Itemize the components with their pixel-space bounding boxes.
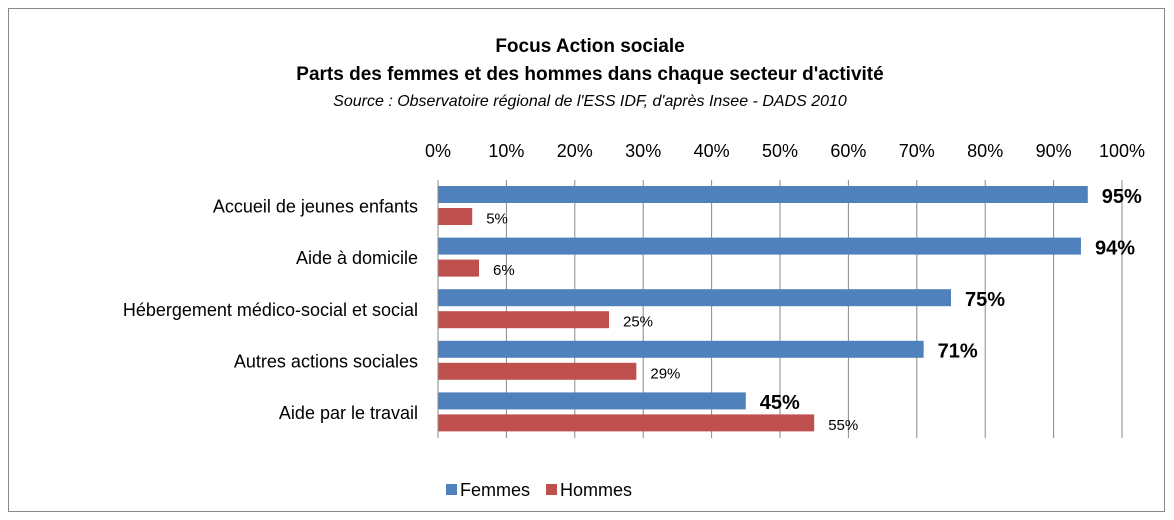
bar bbox=[438, 392, 746, 410]
bar bbox=[438, 237, 1081, 255]
data-label: 55% bbox=[828, 417, 858, 434]
x-tick-label: 50% bbox=[762, 141, 798, 161]
bar bbox=[438, 362, 637, 380]
data-label: 94% bbox=[1095, 237, 1135, 259]
x-tick-label: 100% bbox=[1099, 141, 1145, 161]
y-tick-label: Aide à domicile bbox=[296, 248, 418, 268]
bar bbox=[438, 259, 480, 277]
y-tick-label: Hébergement médico-social et social bbox=[123, 300, 418, 320]
x-tick-label: 0% bbox=[425, 141, 451, 161]
y-tick-label: Accueil de jeunes enfants bbox=[213, 197, 418, 217]
chart-source: Source : Observatoire régional de l'ESS … bbox=[333, 93, 847, 110]
x-tick-label: 40% bbox=[694, 141, 730, 161]
x-tick-label: 80% bbox=[967, 141, 1003, 161]
bar bbox=[438, 414, 815, 432]
x-tick-label: 60% bbox=[830, 141, 866, 161]
data-label: 5% bbox=[486, 210, 508, 227]
y-tick-label: Autres actions sociales bbox=[234, 351, 418, 371]
legend-label: Hommes bbox=[560, 480, 632, 500]
data-label: 25% bbox=[623, 314, 653, 331]
y-tick-label: Aide par le travail bbox=[279, 403, 418, 423]
bar bbox=[438, 186, 1088, 203]
x-tick-label: 20% bbox=[557, 141, 593, 161]
data-label: 71% bbox=[938, 341, 978, 363]
chart-subtitle: Parts des femmes et des hommes dans chaq… bbox=[296, 64, 883, 85]
chart-title: Focus Action sociale bbox=[495, 36, 684, 57]
data-label: 29% bbox=[650, 365, 680, 382]
legend-swatch bbox=[546, 484, 558, 495]
bar bbox=[438, 340, 924, 358]
x-tick-label: 70% bbox=[899, 141, 935, 161]
bar bbox=[438, 208, 473, 225]
bar bbox=[438, 289, 951, 307]
data-label: 6% bbox=[493, 262, 515, 279]
x-tick-label: 30% bbox=[625, 141, 661, 161]
x-tick-label: 10% bbox=[488, 141, 524, 161]
data-label: 95% bbox=[1102, 186, 1142, 208]
legend-swatch bbox=[446, 484, 457, 495]
bar bbox=[438, 311, 609, 329]
x-tick-label: 90% bbox=[1036, 141, 1072, 161]
data-label: 75% bbox=[965, 289, 1005, 311]
legend-label: Femmes bbox=[460, 480, 530, 500]
data-label: 45% bbox=[760, 392, 800, 414]
